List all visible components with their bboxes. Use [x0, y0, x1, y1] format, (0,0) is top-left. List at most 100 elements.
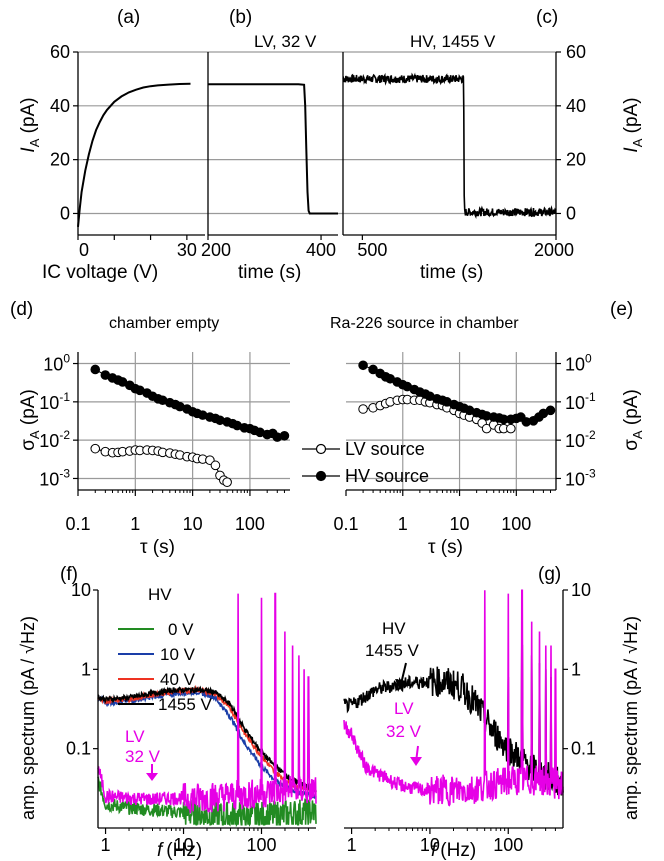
- y-axis-title-g: amp. spectrum (pA / √Hz): [621, 616, 641, 820]
- panel-label-b: (b): [229, 7, 252, 28]
- legend-lv-source: LV source: [345, 439, 425, 459]
- annotation-g-1455v: 1455 V: [365, 641, 420, 660]
- annotation-g-arrowhead-lv: [410, 757, 422, 766]
- y-tick-label-g: 1: [571, 659, 581, 679]
- x-tick-label-e: 1: [398, 514, 408, 534]
- y-tick-label-f: 10: [71, 580, 91, 600]
- x-tick-label-c: 2000: [534, 240, 574, 260]
- x-axis-title-f: f (Hz): [157, 840, 202, 861]
- y-axis-title-c: IA (pA): [621, 97, 645, 152]
- x-tick-label-f: 100: [246, 835, 276, 855]
- legend-hv-source: HV source: [345, 466, 429, 486]
- x-tick-label-d: 10: [183, 514, 203, 534]
- x-tick-label-g: 1: [347, 835, 357, 855]
- y-axis-title-f: amp. spectrum (pA / √Hz): [18, 616, 38, 820]
- y-axis-title-d: σA (pA): [18, 389, 42, 451]
- spectrum-g-hv-1455-v: [343, 644, 564, 796]
- y-axis-title-e: σA (pA): [621, 389, 645, 451]
- spectrum-f-lv-32-v: [97, 592, 317, 814]
- axes-layer: 0 20 40 60 0 20 40 60 0 30 200 400 500 2000 0.1 1 10 100 1…: [39, 42, 596, 855]
- x-axis-title-c: time (s): [420, 262, 483, 283]
- y-tick-label-e: 10-2: [565, 428, 596, 451]
- legend-f-0v: 0 V: [168, 620, 194, 639]
- legend-lv-marker: [315, 443, 327, 455]
- y-tick-label-a: 0: [60, 203, 70, 223]
- title-chamber-empty: chamber empty: [109, 315, 219, 332]
- y-tick-label-a: 60: [50, 42, 70, 62]
- x-tick-label-d: 1: [130, 514, 140, 534]
- panel-label-e: (e): [610, 299, 633, 320]
- x-tick-label-g: 100: [493, 835, 523, 855]
- annotation-f-32v: 32 V: [125, 747, 161, 766]
- y-tick-label-e: 10-1: [565, 390, 596, 413]
- curve-b-lv-step: [208, 83, 338, 215]
- x-axis-title-d: τ (s): [140, 537, 175, 558]
- y-tick-label-f: 0.1: [66, 739, 91, 759]
- legend-sigma: LV source HV source: [302, 439, 429, 486]
- point-e-hv: [358, 360, 368, 371]
- point-d-lv: [210, 460, 221, 471]
- x-tick-label-e: 100: [501, 514, 531, 534]
- legend-hv-marker: [315, 470, 327, 482]
- point-e-hv: [368, 364, 378, 375]
- y-tick-label-d: 10-3: [39, 466, 70, 489]
- x-axis-title-a: IC voltage (V): [42, 262, 158, 283]
- x-axis-title-e: τ (s): [428, 537, 463, 558]
- annotation-hv-1455v: HV, 1455 V: [410, 32, 496, 51]
- y-tick-label-c: 40: [566, 96, 586, 116]
- panel-label-a: (a): [117, 7, 140, 28]
- point-d-lv: [222, 477, 232, 487]
- y-tick-label-a: 40: [50, 96, 70, 116]
- x-tick-label-a: 30: [177, 240, 197, 260]
- x-tick-label-c: 500: [357, 240, 387, 260]
- x-tick-label-d: 0.1: [65, 514, 90, 534]
- annotation-g-lv: LV: [394, 699, 414, 718]
- y-axis-title-a: IA (pA): [18, 97, 42, 152]
- x-tick-label-f: 1: [101, 835, 111, 855]
- panel-label-g: (g): [538, 564, 561, 585]
- y-tick-label-c: 20: [566, 150, 586, 170]
- point-e-lv: [506, 423, 516, 434]
- y-tick-label-d: 10-1: [39, 390, 70, 413]
- point-d-hv: [279, 430, 290, 441]
- y-tick-label-e: 100: [565, 352, 592, 375]
- title-ra226-source: Ra-226 source in chamber: [330, 315, 519, 332]
- x-axis-title-b: time (s): [238, 262, 301, 283]
- annotation-g-hv: HV: [382, 619, 406, 638]
- x-axis-title-g: f (Hz): [431, 840, 476, 861]
- data-layer: [77, 72, 564, 828]
- curve-c-hv-step: [342, 72, 557, 220]
- x-tick-label-e: 0.1: [333, 514, 358, 534]
- y-tick-label-e: 10-3: [565, 466, 596, 489]
- point-e-hv: [545, 405, 556, 416]
- x-tick-label-b: 200: [201, 240, 231, 260]
- y-tick-label-c: 0: [566, 203, 576, 223]
- point-d-lv: [90, 443, 101, 454]
- x-tick-label-e: 10: [450, 514, 470, 534]
- panel-label-d: (d): [10, 299, 33, 320]
- y-tick-label-f: 1: [81, 659, 91, 679]
- point-e-lv: [358, 404, 368, 414]
- panel-label-f: (f): [60, 564, 78, 585]
- legend-f-1455v: 1455 V: [158, 695, 213, 714]
- point-d-hv: [90, 364, 101, 375]
- y-tick-label-d: 10-2: [39, 428, 70, 451]
- annotation-g-32v: 32 V: [386, 722, 422, 741]
- annotation-g-arrowhead: [395, 679, 407, 690]
- x-tick-label-f: 10: [174, 835, 194, 855]
- y-tick-label-d: 100: [43, 352, 70, 375]
- annotation-f-lv: LV: [125, 727, 145, 746]
- y-tick-label-c: 60: [566, 42, 586, 62]
- x-tick-label-d: 100: [235, 514, 265, 534]
- y-tick-label-a: 20: [50, 150, 70, 170]
- x-tick-label-a: 0: [79, 240, 89, 260]
- legend-f: HV 0 V 10 V 40 V 1455 V: [118, 585, 213, 714]
- x-tick-label-b: 400: [306, 240, 336, 260]
- spectrum-f-1455-v: [97, 685, 317, 793]
- curve-a-current-vs-voltage: [77, 82, 191, 227]
- legend-f-40v: 40 V: [160, 670, 196, 689]
- legend-f-title: HV: [148, 585, 172, 604]
- annotation-f-arrowhead: [146, 773, 158, 781]
- x-tick-label-g: 10: [420, 835, 440, 855]
